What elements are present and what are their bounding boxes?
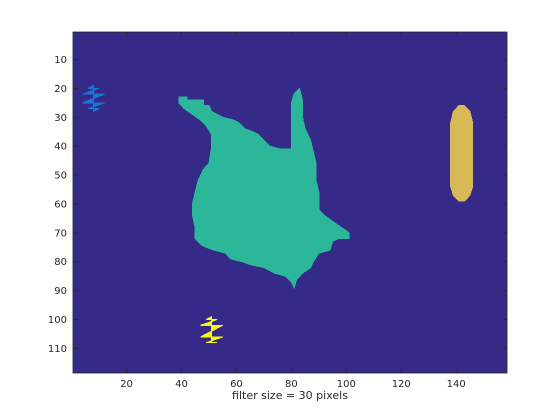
x-tick-label: 120 xyxy=(392,379,411,390)
y-tick-label: 40 xyxy=(54,142,67,153)
y-tick-label: 110 xyxy=(48,344,67,355)
y-tick-label: 30 xyxy=(54,113,67,124)
y-tick-label: 100 xyxy=(48,315,67,326)
region-1 xyxy=(82,84,105,113)
y-tick-label: 90 xyxy=(54,286,67,297)
y-tick-label: 60 xyxy=(54,199,67,210)
y-tick-label: 10 xyxy=(54,55,67,66)
region-3 xyxy=(450,105,474,202)
x-tick-label: 40 xyxy=(175,379,188,390)
x-tick-label: 80 xyxy=(285,379,298,390)
x-tick-label: 100 xyxy=(337,379,356,390)
x-tick-label: 20 xyxy=(120,379,133,390)
x-tick-label: 140 xyxy=(447,379,466,390)
x-axis-label: filter size = 30 pixels xyxy=(232,389,348,402)
plot-area xyxy=(73,32,507,373)
axes: 20 40 60 80 100 120 140 10 20 30 40 50 60 70 80 90 100 11… xyxy=(48,31,508,390)
y-tick-label: 50 xyxy=(54,171,67,182)
region-4 xyxy=(200,315,223,344)
x-tick-label: 60 xyxy=(230,379,243,390)
region-2 xyxy=(178,87,350,290)
y-tick-label: 20 xyxy=(54,84,67,95)
axes-box xyxy=(72,31,508,374)
y-tick-label: 80 xyxy=(54,257,67,268)
y-tick-label: 70 xyxy=(54,228,67,239)
